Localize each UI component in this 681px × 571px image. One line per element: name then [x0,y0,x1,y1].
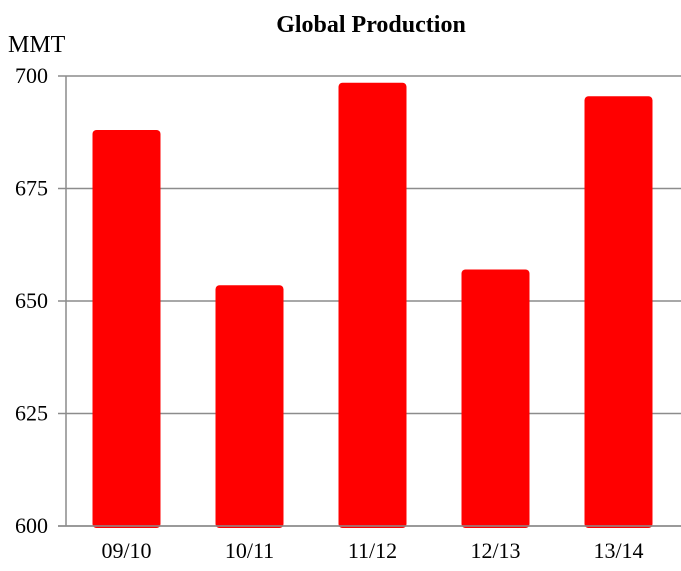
bar-11-12 [338,82,407,528]
y-tick-label: 700 [15,63,48,88]
bars [92,82,653,528]
x-tick-label: 12/13 [470,538,520,563]
y-tick-label: 675 [15,176,48,201]
bar-12-13 [461,269,530,528]
y-axis-tick-labels: 600 625 650 675 700 [15,63,48,538]
y-tick-label: 600 [15,513,48,538]
x-axis-tick-labels: 09/10 10/11 11/12 12/13 13/14 [101,538,643,563]
x-tick-label: 13/14 [593,538,643,563]
bar-13-14 [584,96,653,528]
x-tick-label: 09/10 [101,538,151,563]
chart-title: Global Production [276,12,466,38]
bar-10-11 [215,285,284,528]
x-tick-label: 10/11 [225,538,274,563]
x-tick-label: 11/12 [348,538,397,563]
y-axis-unit-label: MMT [8,32,66,58]
y-tick-label: 625 [15,401,48,426]
y-tick-label: 650 [15,288,48,313]
bar-09-10 [92,130,161,528]
